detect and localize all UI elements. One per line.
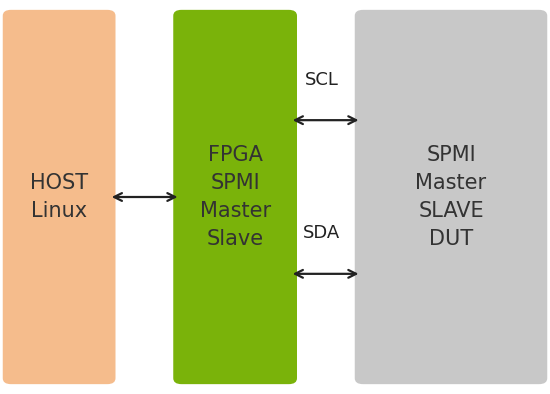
Text: SDA: SDA [303, 224, 340, 242]
FancyBboxPatch shape [355, 10, 547, 384]
Text: SCL: SCL [305, 71, 339, 89]
Text: HOST
Linux: HOST Linux [30, 173, 89, 221]
Text: SPMI
Master
SLAVE
DUT: SPMI Master SLAVE DUT [415, 145, 487, 249]
FancyBboxPatch shape [3, 10, 116, 384]
Text: FPGA
SPMI
Master
Slave: FPGA SPMI Master Slave [200, 145, 271, 249]
FancyBboxPatch shape [173, 10, 297, 384]
